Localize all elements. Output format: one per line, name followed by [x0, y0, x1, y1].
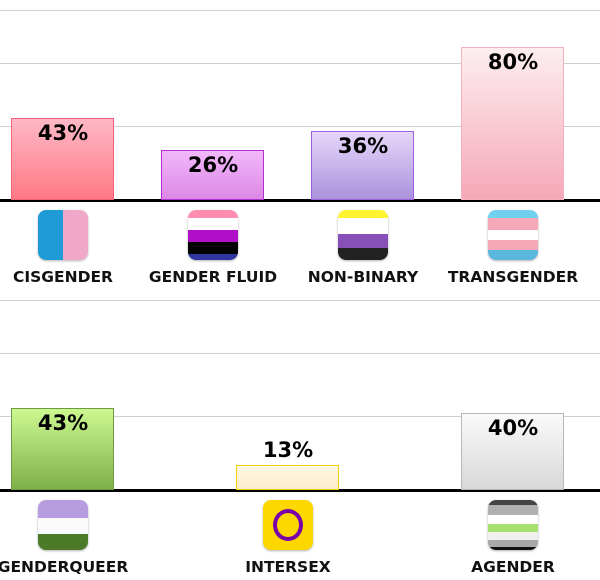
category-label: CISGENDER	[13, 268, 113, 286]
chart-bottom: 43% GENDERQUEER 13% INTERSEX 40% AGENDER	[0, 290, 600, 580]
bar	[461, 413, 564, 490]
flag-stripe	[188, 242, 238, 254]
bar	[161, 150, 264, 200]
flag-stripe	[338, 210, 388, 218]
flag-stripe	[488, 218, 538, 230]
x-axis-baseline	[0, 199, 600, 202]
bar	[461, 47, 564, 200]
flag-stripe	[38, 534, 88, 550]
value-label: 40%	[487, 416, 539, 440]
flag-stripe	[488, 532, 538, 540]
flag-stripe	[488, 505, 538, 515]
value-label: 43%	[37, 121, 89, 145]
value-label: 80%	[487, 50, 539, 74]
flag-stripe	[188, 230, 238, 242]
flag-stripe	[488, 524, 538, 532]
flag-stripe	[488, 250, 538, 260]
category-label: AGENDER	[471, 558, 555, 576]
gridline	[0, 300, 600, 301]
flag-stripe	[488, 240, 538, 250]
value-label: 43%	[37, 411, 89, 435]
intersex-ring	[273, 509, 303, 541]
category-label: NON-BINARY	[307, 268, 419, 286]
agender-flag-icon	[488, 500, 538, 550]
value-label: 36%	[337, 134, 389, 158]
chart-top: 43% CISGENDER 26% GENDER FLUID 36% NON-BINARY…	[0, 10, 600, 286]
flag-stripe	[338, 234, 388, 248]
category-label: GENDERQUEER	[0, 558, 129, 576]
flag-stripe	[488, 540, 538, 547]
flag-stripe	[338, 248, 388, 260]
flag-stripe	[488, 210, 538, 218]
category-label: INTERSEX	[245, 558, 331, 576]
gridline	[0, 63, 600, 64]
flag-stripe	[488, 547, 538, 550]
value-label: 26%	[187, 153, 239, 177]
nonbinary-flag-icon	[338, 210, 388, 260]
flag-stripe	[338, 218, 388, 234]
flag-stripe	[188, 210, 238, 218]
gridline	[0, 416, 600, 417]
flag-stripe	[488, 500, 538, 505]
gridline	[0, 10, 600, 11]
transgender-flag-icon	[488, 210, 538, 260]
flag-stripe	[38, 518, 88, 534]
flag-stripe	[488, 230, 538, 240]
category-label: GENDER FLUID	[148, 268, 278, 286]
value-label: 13%	[262, 438, 314, 462]
intersex-flag-icon	[263, 500, 313, 550]
gridline	[0, 353, 600, 354]
cisgender-flag-icon	[38, 210, 88, 260]
flag-stripe	[188, 254, 238, 260]
bar	[311, 131, 414, 200]
bar	[11, 118, 114, 200]
genderfluid-flag-icon	[188, 210, 238, 260]
flag-stripe	[488, 515, 538, 524]
flag-stripe	[38, 500, 88, 518]
x-axis-baseline	[0, 489, 600, 492]
gridline	[0, 126, 600, 127]
category-label: TRANSGENDER	[447, 268, 579, 286]
flag-stripe	[188, 218, 238, 230]
genderqueer-flag-icon	[38, 500, 88, 550]
bar	[236, 465, 339, 490]
bar	[11, 408, 114, 490]
